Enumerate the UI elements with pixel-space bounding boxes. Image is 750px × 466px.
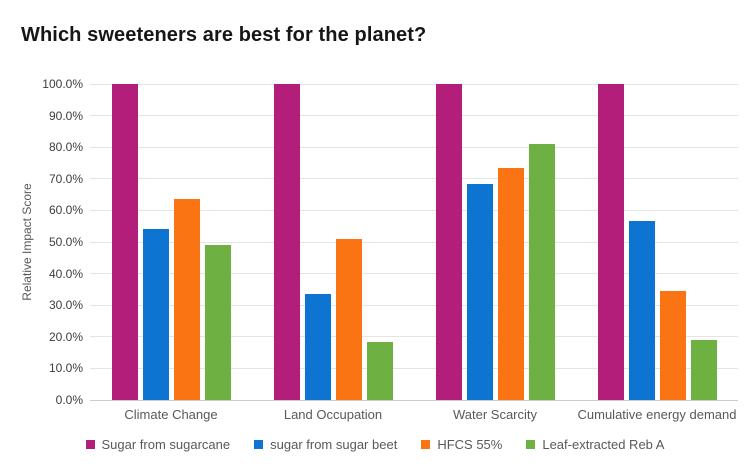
y-tick-label: 40.0% [48,266,83,281]
bar-group [414,84,576,400]
gridline [90,367,738,369]
bar [204,245,231,400]
gridline [90,209,738,211]
bar [597,84,624,400]
gridline [90,146,738,148]
category-label: Climate Change [124,407,218,422]
legend-swatch-icon [85,440,95,449]
legend-label: sugar from sugar beet [270,437,398,452]
bar [628,221,655,400]
legend-item: Sugar from sugarcane [85,437,231,452]
x-axis-line [90,399,738,401]
legend-item: HFCS 55% [421,437,502,452]
gridline [90,178,738,180]
y-axis-ticks: 100.0% 90.0% 80.0% 70.0% 60.0% 50.0% 40.0% 30.0… [0,77,83,407]
gridline [90,304,738,306]
legend-swatch-icon [421,440,431,449]
gridline [90,83,738,85]
category-label: Water Scarcity [452,407,538,422]
category-label: Land Occupation [283,407,383,422]
bar [659,290,686,400]
category-label: Cumulative energy demand [577,407,737,422]
gridline [90,336,738,338]
bar-group [90,84,252,400]
bar [466,183,493,400]
bar [690,339,717,400]
y-tick-label: 20.0% [48,329,83,344]
chart-title: Which sweeteners are best for the planet… [21,24,427,47]
bar [497,167,524,400]
y-tick-label: 10.0% [48,361,83,376]
legend-swatch-icon [526,440,536,449]
bar-groups [90,84,738,400]
gridlines [90,83,738,401]
bar [304,294,331,400]
bar [173,199,200,400]
plot-area [90,83,738,401]
legend-label: Leaf-extracted Reb A [542,437,665,452]
legend-item: Leaf-extracted Reb A [526,437,664,452]
bar [528,144,555,400]
y-tick-label: 90.0% [48,108,83,123]
bar [335,238,362,400]
bar [142,229,169,400]
gridline [90,115,738,117]
x-axis-category-labels: Climate Change Land Occupation Water Scarc… [90,407,738,422]
bar [273,84,300,400]
legend-item: sugar from sugar beet [254,437,397,452]
legend-swatch-icon [254,440,264,449]
y-tick-label: 0.0% [55,393,83,407]
gridline [90,273,738,275]
y-tick-label: 100.0% [42,77,83,91]
bar [366,341,393,400]
legend-label: Sugar from sugarcane [101,437,231,452]
legend: Sugar from sugarcane sugar from sugar bee… [0,437,750,452]
y-tick-label: 70.0% [48,171,83,186]
legend-label: HFCS 55% [437,437,503,452]
bar-group [576,84,738,400]
y-tick-label: 80.0% [48,140,83,155]
gridline [90,241,738,243]
bar [435,84,462,400]
bar [111,84,138,400]
y-tick-label: 30.0% [48,298,83,313]
y-tick-label: 50.0% [48,235,83,249]
bar-group [252,84,414,400]
y-tick-label: 60.0% [48,203,83,218]
